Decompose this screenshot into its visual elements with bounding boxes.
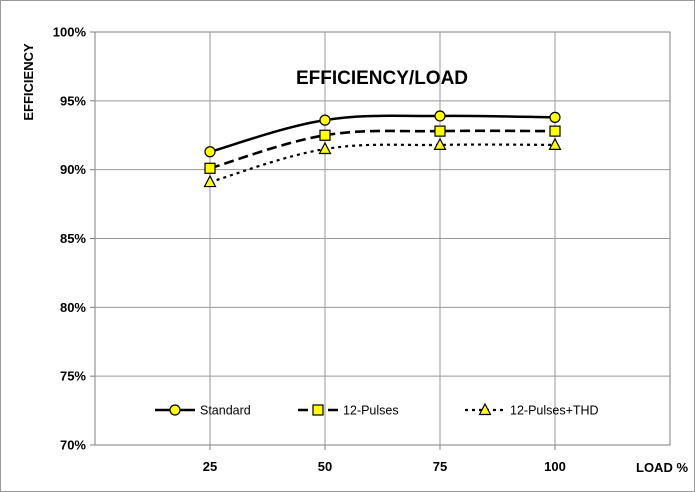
series-line-12-pulses xyxy=(209,129,556,170)
series-line-standard xyxy=(209,114,556,153)
data-point xyxy=(319,129,331,141)
y-tick-labels: 70% 75% 80% 85% 90% 95% 100% xyxy=(53,25,87,453)
chart-title: EFFICIENCY/LOAD xyxy=(296,68,468,89)
data-point xyxy=(549,111,561,123)
legend-marker xyxy=(312,404,324,416)
y-axis-label: EFFICIENCY xyxy=(21,43,36,121)
y-tick-label: 75% xyxy=(60,369,86,384)
legend-marker xyxy=(169,404,181,416)
gridlines xyxy=(90,31,670,450)
data-point xyxy=(434,110,446,122)
y-tick-label: 85% xyxy=(60,231,86,246)
data-point xyxy=(204,162,216,174)
legend-label: 12-Pulses xyxy=(343,404,399,418)
x-tick-label: 50 xyxy=(318,459,332,474)
legend-marker xyxy=(478,402,492,416)
series-lines xyxy=(209,114,556,184)
y-tick-label: 70% xyxy=(60,438,86,453)
series-markers xyxy=(203,110,562,188)
x-tick-label: 25 xyxy=(203,459,217,474)
data-point xyxy=(548,137,562,150)
data-point xyxy=(203,174,217,188)
data-point xyxy=(318,141,332,155)
data-point xyxy=(549,125,561,137)
legend-label: 12-Pulses+THD xyxy=(510,404,599,418)
y-tick-label: 90% xyxy=(60,162,86,177)
data-point xyxy=(433,137,447,150)
x-tick-label: 100 xyxy=(544,459,566,474)
x-tick-labels: 25 50 75 100 xyxy=(203,459,566,474)
legend: Standard 12-Pulses 12-Pulses+THD xyxy=(155,402,599,418)
y-tick-label: 100% xyxy=(53,25,87,40)
data-point xyxy=(434,125,446,137)
data-point xyxy=(319,114,331,126)
legend-label: Standard xyxy=(200,404,251,418)
x-axis-label: LOAD % xyxy=(636,460,688,475)
y-tick-label: 95% xyxy=(60,93,86,108)
x-tick-label: 75 xyxy=(433,459,447,474)
series-line-12-pulses-thd xyxy=(209,143,556,184)
data-point xyxy=(204,146,216,158)
y-tick-label: 80% xyxy=(60,300,86,315)
